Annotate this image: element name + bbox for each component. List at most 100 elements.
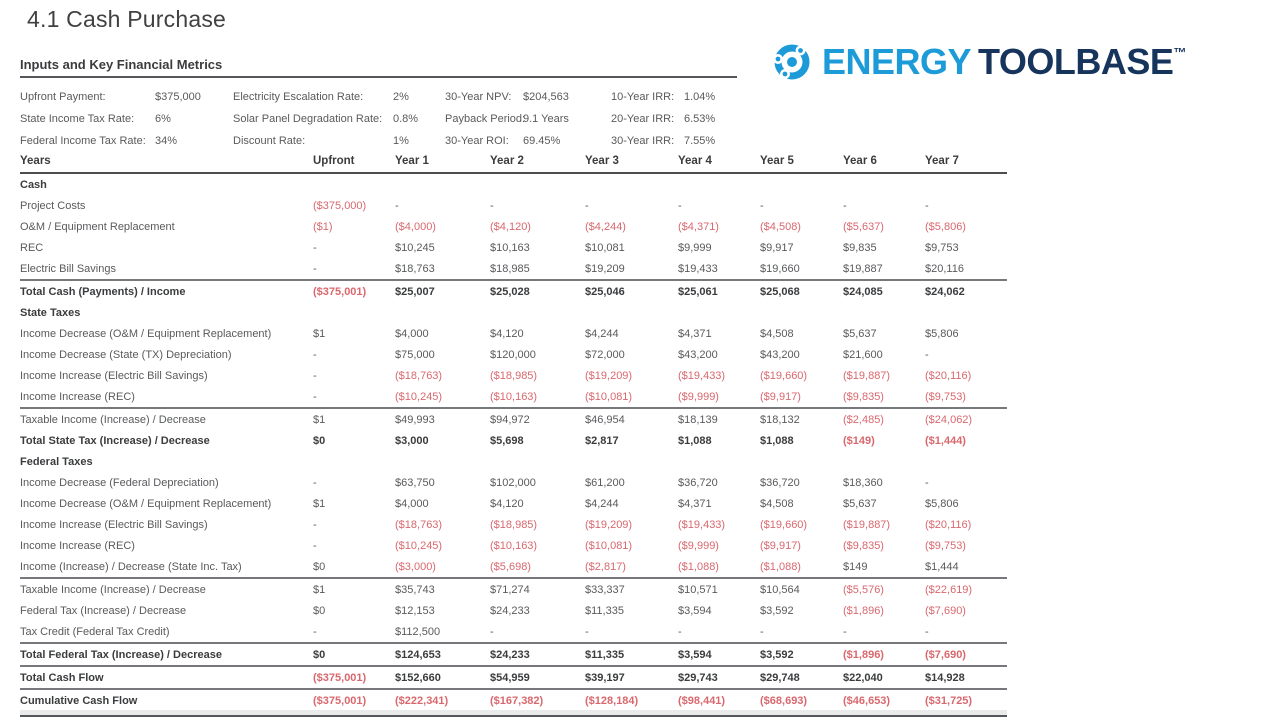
cell-value: ($19,433) bbox=[678, 369, 726, 382]
cell-value: ($19,209) bbox=[585, 369, 633, 382]
cell-value: - bbox=[490, 199, 494, 212]
metric-label: Upfront Payment: bbox=[20, 91, 106, 103]
table-row: Income Decrease (O&M / Equipment Replace… bbox=[20, 323, 1007, 344]
cell-value: ($4,120) bbox=[490, 220, 531, 233]
cell-value: $120,000 bbox=[490, 348, 536, 361]
cell-value: $0 bbox=[313, 604, 326, 617]
cell-value: ($19,887) bbox=[843, 369, 891, 382]
cell-value: $11,335 bbox=[585, 604, 624, 617]
cell-value: $46,954 bbox=[585, 407, 678, 430]
page-title: 4.1 Cash Purchase bbox=[27, 6, 227, 32]
table-row: Income Decrease (O&M / Equipment Replace… bbox=[20, 493, 1007, 514]
cell-value: $4,508 bbox=[760, 327, 794, 340]
input-metric: 30-Year IRR: 7.55% bbox=[611, 130, 715, 152]
cell-value: ($4,371) bbox=[678, 220, 719, 233]
row-label: Income Decrease (State (TX) Depreciation… bbox=[20, 348, 232, 361]
input-metric: Payback Period: 9.1 Years bbox=[445, 108, 569, 130]
metric-value: 7.55% bbox=[684, 135, 716, 147]
cell-value: ($1,444) bbox=[925, 434, 966, 447]
row-label: Taxable Income (Increase) / Decrease bbox=[20, 577, 313, 600]
energy-toolbase-logo: ENERGY TOOLBASE™ bbox=[770, 40, 1186, 84]
cell-value: $9,999 bbox=[678, 241, 712, 254]
metric-value: $375,000 bbox=[155, 91, 201, 103]
cell-value: $1 bbox=[313, 577, 395, 600]
column-header: Year 6 bbox=[843, 150, 925, 174]
row-label: Total State Tax (Increase) / Decrease bbox=[20, 434, 210, 447]
cell-value: $54,959 bbox=[490, 666, 585, 690]
cell-value: ($19,887) bbox=[843, 518, 891, 531]
row-label: Cash bbox=[20, 178, 47, 191]
row-label: Total Cash Flow bbox=[20, 666, 313, 690]
table-row: Project Costs ($375,000) - - - - - - - bbox=[20, 195, 1007, 216]
input-metric: Electricity Escalation Rate: 2% bbox=[233, 86, 418, 108]
cell-value: $36,720 bbox=[678, 476, 718, 489]
cell-value: $5,637 bbox=[843, 327, 877, 340]
cell-value: - bbox=[313, 625, 317, 638]
cell-value: - bbox=[313, 262, 317, 275]
input-metric: 10-Year IRR: 1.04% bbox=[611, 86, 715, 108]
cell-value: ($9,917) bbox=[760, 390, 801, 403]
cell-value: $4,244 bbox=[585, 327, 619, 340]
input-metric: State Income Tax Rate: 6% bbox=[20, 108, 201, 130]
table-row: O&M / Equipment Replacement ($1) ($4,000) (… bbox=[20, 216, 1007, 237]
cell-value: ($375,000) bbox=[313, 199, 367, 212]
cell-value: ($1,896) bbox=[843, 604, 884, 617]
cell-value: ($375,001) bbox=[313, 279, 395, 302]
cell-value: $63,750 bbox=[395, 476, 435, 489]
cell-value bbox=[925, 302, 1007, 323]
cell-value: ($19,433) bbox=[678, 518, 726, 531]
cell-value: $43,200 bbox=[760, 348, 800, 361]
metric-label: Solar Panel Degradation Rate: bbox=[233, 113, 383, 125]
metric-value: 2% bbox=[393, 91, 409, 103]
cell-value: - bbox=[760, 199, 764, 212]
cell-value bbox=[678, 302, 760, 323]
cell-value: $4,244 bbox=[585, 497, 619, 510]
cell-value: - bbox=[925, 199, 929, 212]
row-label: Project Costs bbox=[20, 199, 86, 212]
metric-label: Discount Rate: bbox=[233, 135, 306, 147]
cell-value: - bbox=[395, 199, 399, 212]
cell-value: $1,088 bbox=[760, 434, 794, 447]
cell-value: ($19,660) bbox=[760, 518, 808, 531]
cell-value: $19,433 bbox=[678, 262, 718, 275]
table-row: Federal Tax (Increase) / Decrease $0 $12,1… bbox=[20, 600, 1007, 621]
input-metric: 20-Year IRR: 6.53% bbox=[611, 108, 715, 130]
trademark-symbol: ™ bbox=[1173, 45, 1187, 60]
cell-value: ($7,690) bbox=[925, 642, 1007, 667]
cell-value: $4,000 bbox=[395, 327, 429, 340]
cell-value: $9,835 bbox=[843, 241, 877, 254]
cell-value bbox=[925, 173, 1007, 195]
cell-value: ($18,763) bbox=[395, 518, 443, 531]
cell-value: $25,068 bbox=[760, 279, 843, 302]
cell-value: $33,337 bbox=[585, 577, 678, 600]
cell-value bbox=[678, 173, 760, 195]
row-label: Income (Increase) / Decrease (State Inc.… bbox=[20, 560, 242, 573]
section-row: Cash bbox=[20, 173, 1007, 195]
cell-value: ($2,817) bbox=[585, 560, 626, 573]
cell-value: ($10,163) bbox=[490, 539, 538, 552]
cell-value: - bbox=[760, 625, 764, 638]
brand-energy-text: ENERGY bbox=[822, 41, 972, 82]
cell-value: ($3,000) bbox=[395, 560, 436, 573]
cell-value: $29,748 bbox=[760, 666, 843, 690]
cell-value: $152,660 bbox=[395, 666, 490, 690]
cell-value: $25,046 bbox=[585, 279, 678, 302]
cell-value: $9,917 bbox=[760, 241, 794, 254]
input-metric: Solar Panel Degradation Rate: 0.8% bbox=[233, 108, 418, 130]
cell-value: ($1) bbox=[313, 220, 333, 233]
cell-value bbox=[313, 302, 395, 323]
cell-value: $10,163 bbox=[490, 241, 530, 254]
cell-value bbox=[490, 451, 585, 472]
cell-value bbox=[395, 173, 490, 195]
cell-value: $39,197 bbox=[585, 666, 678, 690]
cell-value: $25,061 bbox=[678, 279, 760, 302]
next-section-divider bbox=[20, 710, 1007, 715]
input-metric: 30-Year NPV: $204,563 bbox=[445, 86, 569, 108]
cell-value: ($7,690) bbox=[925, 604, 966, 617]
metric-label: 30-Year NPV: bbox=[445, 91, 512, 103]
cell-value: $4,371 bbox=[678, 327, 712, 340]
cell-value: ($375,001) bbox=[313, 666, 395, 690]
cell-value: ($9,753) bbox=[925, 539, 966, 552]
cell-value: ($9,999) bbox=[678, 390, 719, 403]
cell-value bbox=[313, 451, 395, 472]
